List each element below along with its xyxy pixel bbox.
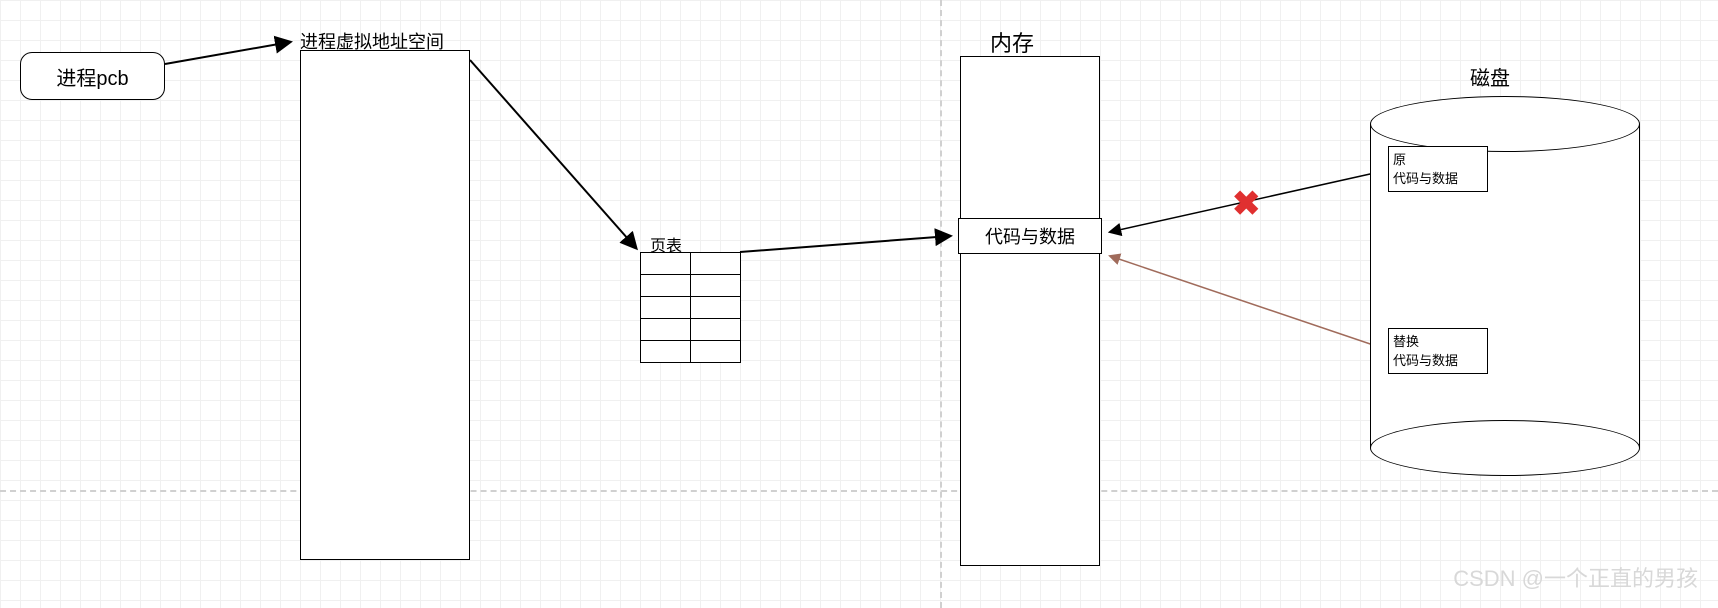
page-table-title: 页表 [650,232,682,256]
dashed-horizontal-line [0,490,1718,492]
pcb-label: 进程pcb [56,62,128,91]
memory-box [960,56,1100,566]
vaddr-title: 进程虚拟地址空间 [300,28,444,54]
cross-icon: ✖ [1232,184,1261,224]
disk-box2-line1: 替换 [1393,331,1483,350]
pcb-box: 进程pcb [20,52,165,100]
disk-box-original: 原 代码与数据 [1388,146,1488,192]
disk-box1-line2: 代码与数据 [1393,168,1483,187]
memory-inner-label: 代码与数据 [985,223,1075,249]
watermark-text: CSDN @一个正直的男孩 [1453,561,1698,593]
memory-inner-box: 代码与数据 [958,218,1102,254]
page-table [640,252,741,363]
disk-box2-line2: 代码与数据 [1393,350,1483,369]
dashed-vertical-line [940,0,942,608]
memory-title: 内存 [990,26,1034,58]
disk-box1-line1: 原 [1393,149,1483,168]
vaddr-space-box [300,50,470,560]
disk-box-replace: 替换 代码与数据 [1388,328,1488,374]
disk-title: 磁盘 [1470,62,1510,91]
